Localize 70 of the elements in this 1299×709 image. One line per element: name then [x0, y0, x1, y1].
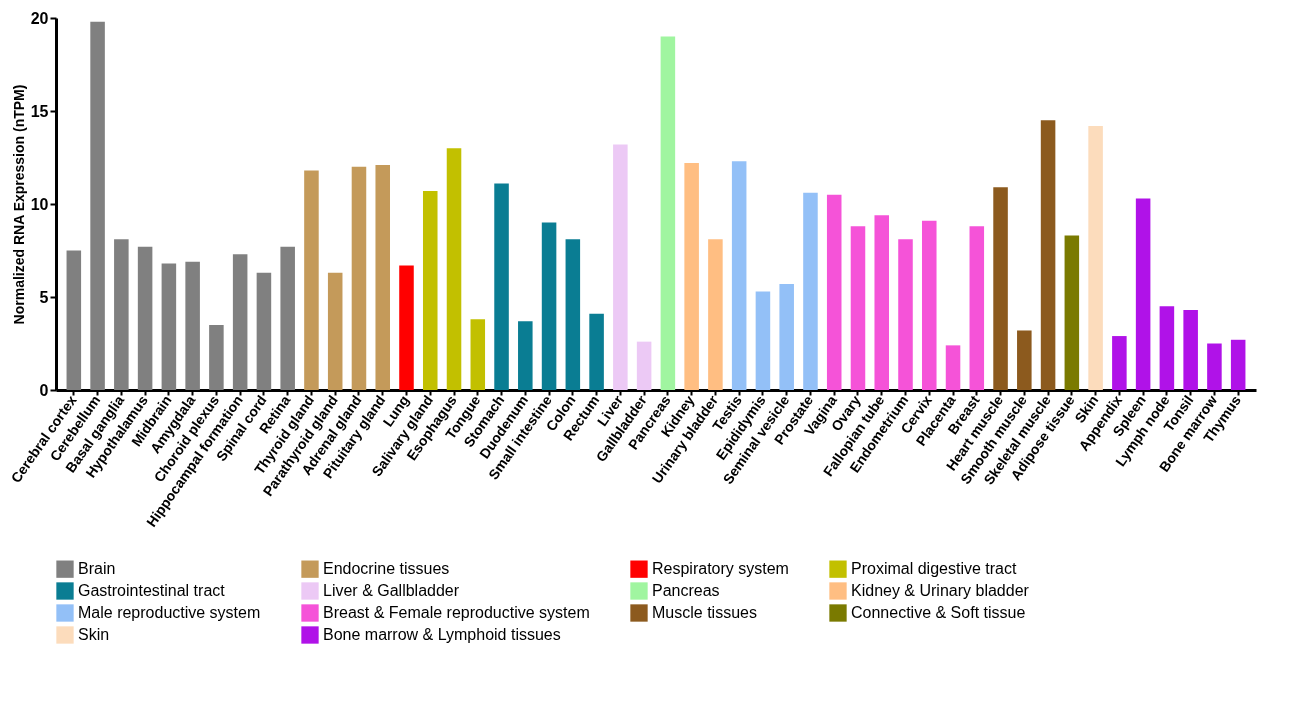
bar	[684, 163, 699, 390]
bar	[589, 313, 604, 390]
legend-label: Brain	[78, 560, 116, 578]
bar	[708, 239, 723, 390]
bar	[969, 226, 985, 390]
legend-label: Skin	[78, 626, 110, 643]
y-axis-title: Normalized RNA Expression (nTPM)	[10, 84, 27, 325]
bar	[327, 272, 343, 390]
legend-label: Breast & Female reproductive system	[323, 604, 590, 621]
legend-label: Gastrointestinal tract	[78, 582, 226, 599]
bar	[1017, 330, 1032, 390]
bar	[1040, 120, 1056, 390]
bar	[660, 36, 676, 390]
y-tick-label: 10	[30, 195, 49, 213]
bar	[850, 226, 866, 390]
bar	[494, 183, 509, 390]
bar	[1088, 125, 1103, 390]
bar	[304, 170, 319, 390]
bar	[422, 190, 438, 390]
legend-label: Liver & Gallbladder	[323, 582, 460, 599]
bar	[755, 291, 771, 390]
bar	[945, 345, 961, 390]
legend-label: Male reproductive system	[78, 604, 261, 621]
bar	[1112, 336, 1127, 390]
bar	[137, 246, 153, 390]
legend-label: Proximal digestive tract	[851, 560, 1017, 578]
bar	[993, 187, 1008, 390]
bar	[470, 319, 486, 390]
bar	[518, 321, 533, 390]
bar	[185, 261, 200, 390]
bar	[1207, 343, 1222, 390]
bar	[446, 148, 462, 390]
bar	[232, 254, 248, 390]
bar	[114, 239, 129, 390]
bar	[898, 239, 913, 390]
bar	[565, 239, 581, 390]
legend-label: Muscle tissues	[652, 604, 757, 621]
bar	[161, 263, 177, 390]
bar	[66, 250, 82, 390]
legend-label: Connective & Soft tissue	[851, 604, 1026, 621]
bar	[399, 265, 414, 390]
bar	[541, 222, 557, 390]
legend-label: Bone marrow & Lymphoid tissues	[323, 626, 561, 643]
bar	[1230, 339, 1246, 390]
bar	[731, 161, 747, 390]
bar	[1135, 198, 1151, 390]
bar	[256, 272, 272, 390]
bar	[375, 164, 390, 390]
bar	[1064, 235, 1080, 390]
bar	[1183, 310, 1198, 390]
y-tick-label: 20	[30, 9, 49, 27]
bar	[1159, 306, 1175, 390]
bar	[803, 192, 818, 390]
bar	[351, 166, 367, 390]
bar	[90, 21, 105, 390]
legend-label: Respiratory system	[652, 560, 789, 578]
legend-label: Pancreas	[652, 582, 720, 599]
y-tick-label: 15	[30, 102, 49, 120]
bar	[779, 283, 794, 390]
bar	[613, 144, 628, 390]
bar	[636, 341, 652, 390]
bar	[826, 194, 842, 390]
bar	[280, 246, 295, 390]
y-tick-label: 0	[39, 381, 49, 399]
legend-label: Endocrine tissues	[323, 560, 450, 578]
bar	[922, 220, 937, 390]
legend-label: Kidney & Urinary bladder	[851, 582, 1030, 599]
y-tick-label: 5	[39, 288, 49, 306]
bar	[874, 215, 890, 390]
bar	[209, 324, 224, 390]
